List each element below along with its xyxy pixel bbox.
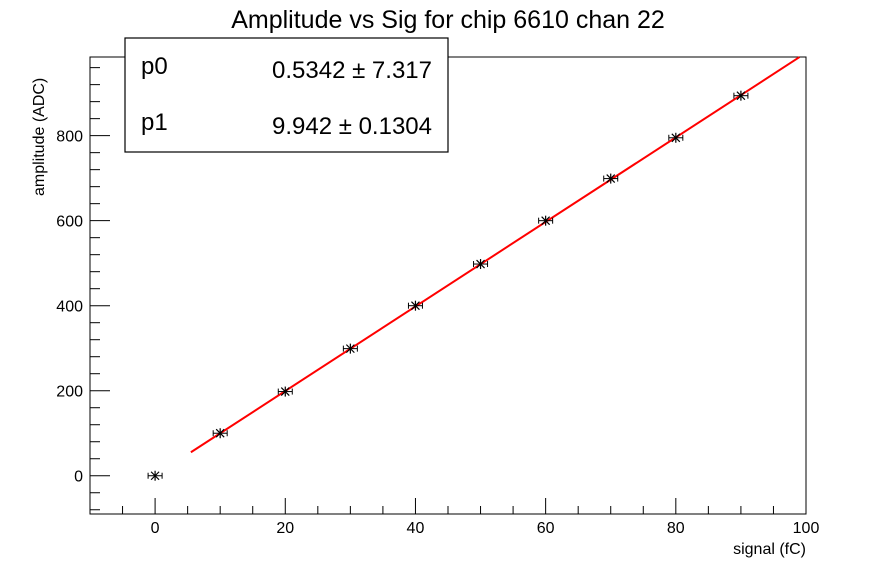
- data-point: [668, 132, 684, 143]
- y-tick-label: 0: [74, 469, 83, 486]
- x-tick-label: 0: [151, 520, 160, 537]
- y-tick-label: 800: [56, 129, 83, 146]
- stats-param-value: 9.942 ± 0.1304: [272, 113, 432, 140]
- x-axis-label: signal (fC): [733, 541, 806, 558]
- stats-param-value: 0.5342 ± 7.317: [272, 57, 432, 84]
- fit-line: [190, 56, 801, 454]
- stats-box: p0 0.5342 ± 7.317 p1 9.942 ± 0.1304: [124, 37, 449, 153]
- stats-box-frame: [124, 37, 449, 153]
- x-tick-label: 40: [407, 520, 425, 537]
- y-axis-label: amplitude (ADC): [31, 78, 48, 196]
- points-layer: [147, 90, 749, 481]
- data-point: [538, 215, 554, 226]
- data-point: [147, 470, 163, 481]
- y-tick-label: 600: [56, 214, 83, 231]
- y-tick-label: 400: [56, 299, 83, 316]
- data-point: [212, 428, 228, 439]
- data-point: [342, 343, 358, 354]
- data-point: [603, 173, 619, 184]
- x-tick-label: 20: [276, 520, 294, 537]
- axes: 0 20 40 60 80 100 0 200 400 600 800: [56, 56, 820, 537]
- x-tick-label: 80: [667, 520, 685, 537]
- x-tick-label: 60: [537, 520, 555, 537]
- data-point: [407, 300, 423, 311]
- data-point: [277, 386, 293, 397]
- x-tick-label: 100: [793, 520, 820, 537]
- stats-param-name: p1: [141, 109, 168, 136]
- data-point: [473, 259, 489, 270]
- chart-title: Amplitude vs Sig for chip 6610 chan 22: [231, 6, 665, 34]
- fit-layer: [190, 56, 801, 454]
- stats-param-name: p0: [141, 53, 168, 80]
- data-point: [733, 90, 749, 101]
- y-tick-label: 200: [56, 384, 83, 401]
